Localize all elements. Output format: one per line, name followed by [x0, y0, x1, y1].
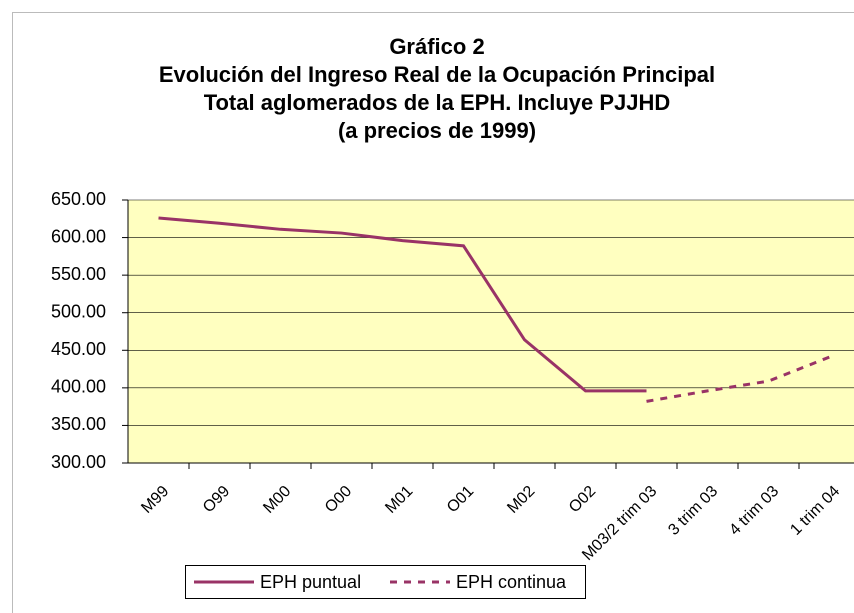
y-tick-label: 450.00	[51, 339, 106, 359]
y-tick-label: 500.00	[51, 301, 106, 321]
y-tick-label: 650.00	[51, 189, 106, 209]
plot-area	[128, 200, 854, 463]
series-line	[158, 216, 647, 393]
legend-label: EPH puntual	[260, 572, 361, 592]
legend-label: EPH continua	[456, 572, 567, 592]
chart-title: Gráfico 2	[389, 34, 484, 59]
y-tick-label: 350.00	[51, 414, 106, 434]
chart-title: (a precios de 1999)	[338, 118, 536, 143]
y-tick-label: 300.00	[51, 452, 106, 472]
chart-title: Evolución del Ingreso Real de la Ocupaci…	[159, 62, 715, 87]
y-tick-label: 600.00	[51, 226, 106, 246]
chart-title: Total aglomerados de la EPH. Incluye PJJ…	[204, 90, 671, 115]
y-tick-label: 400.00	[51, 377, 106, 397]
y-tick-label: 550.00	[51, 264, 106, 284]
series-line	[646, 355, 831, 403]
